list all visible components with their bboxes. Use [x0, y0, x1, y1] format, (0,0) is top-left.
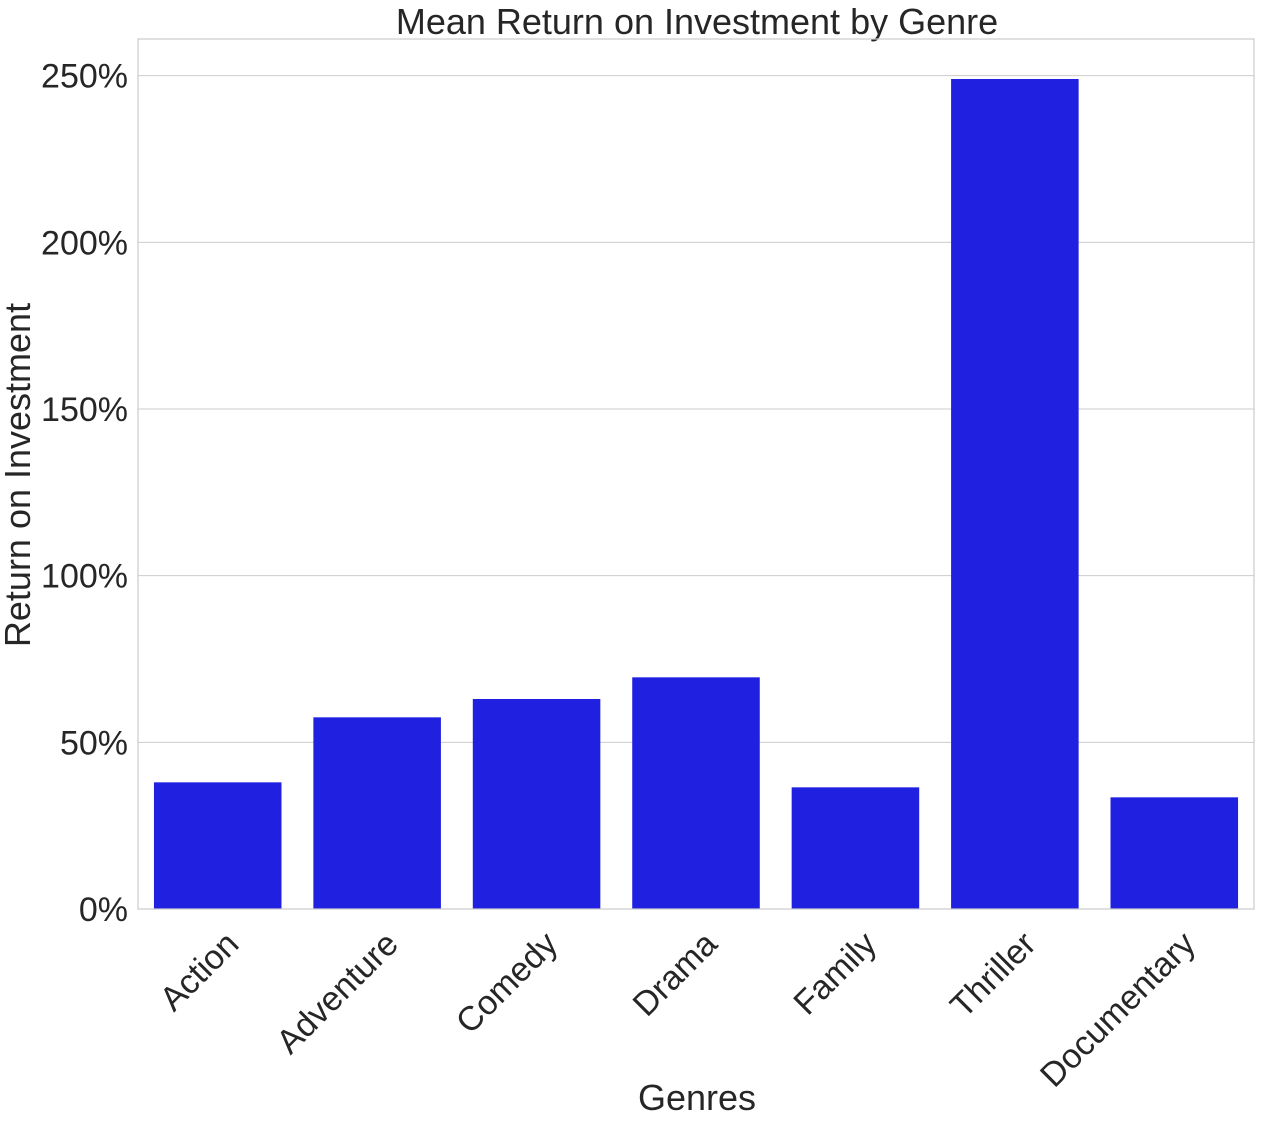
bar-comedy: [472, 699, 601, 909]
x-tick-labels: Action Adventure Comedy Drama Family Thriller…: [153, 925, 1203, 1095]
y-tick-labels: 0% 50% 100% 150% 200% 250%: [41, 58, 128, 929]
bar-adventure: [313, 717, 441, 909]
y-tick-label: 50%: [60, 724, 128, 762]
x-tick-label: Thriller: [943, 925, 1043, 1025]
bar-family: [791, 787, 920, 909]
x-tick-label: Drama: [626, 925, 725, 1024]
bars: [153, 79, 1239, 909]
x-tick-label: Adventure: [269, 925, 405, 1061]
bar-documentary: [1110, 797, 1239, 909]
y-tick-label: 0%: [79, 891, 128, 929]
y-tick-label: 100%: [41, 558, 128, 596]
y-tick-label: 250%: [41, 58, 128, 96]
x-tick-label: Comedy: [449, 925, 565, 1041]
x-tick-label: Action: [153, 925, 247, 1019]
bar-action: [153, 782, 282, 909]
y-axis-label: Return on Investment: [0, 303, 38, 647]
chart-title: Mean Return on Investment by Genre: [396, 1, 998, 42]
y-tick-label: 200%: [41, 224, 128, 262]
bar-thriller: [951, 79, 1079, 909]
plot-frame: [137, 38, 1255, 910]
x-tick-label: Documentary: [1033, 925, 1203, 1095]
bar-drama: [632, 677, 760, 909]
x-axis-label: Genres: [638, 1077, 756, 1118]
y-tick-label: 150%: [41, 391, 128, 429]
x-tick-label: Family: [786, 925, 884, 1023]
